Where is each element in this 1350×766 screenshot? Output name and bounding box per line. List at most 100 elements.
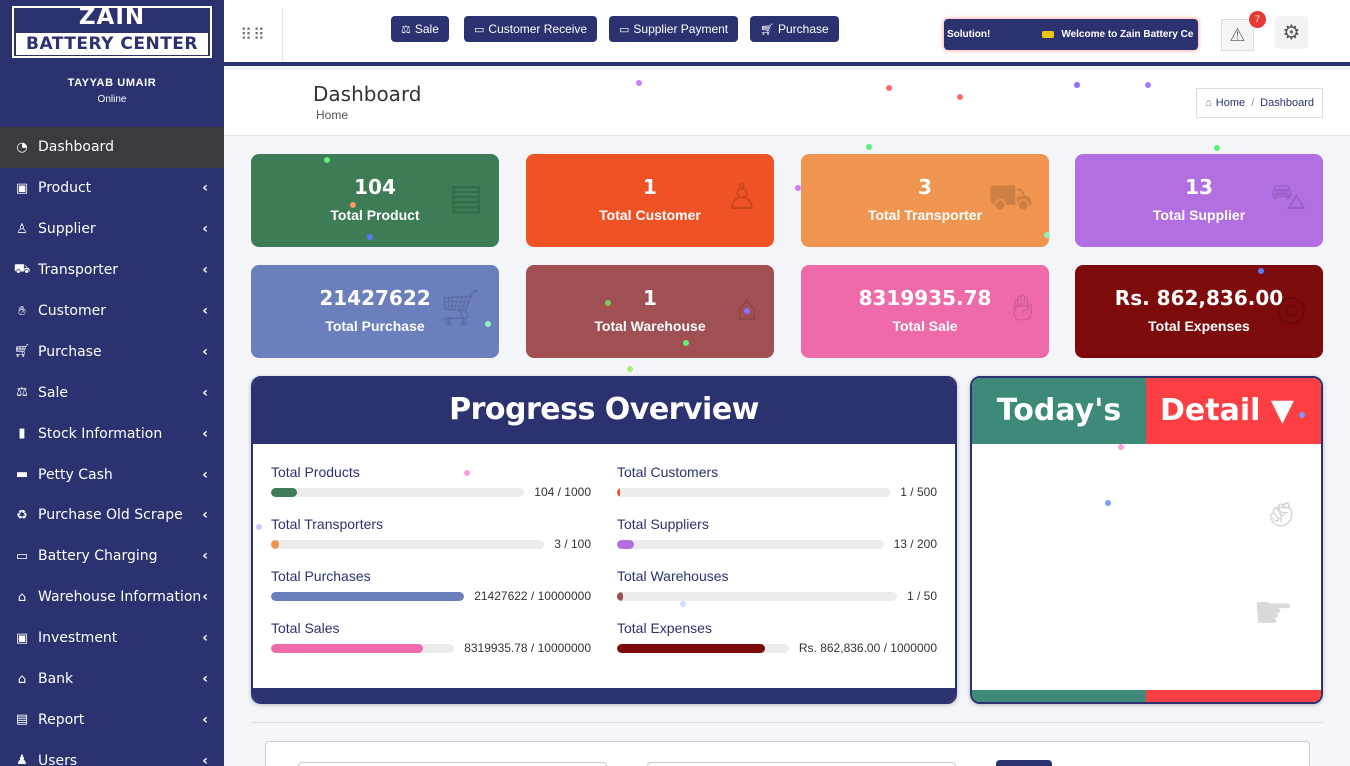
breadcrumb-home[interactable]: Home	[1215, 97, 1246, 109]
total-warehouse-value: 1	[643, 286, 657, 310]
progress-fill	[271, 539, 280, 549]
sidebar-item-stock-information[interactable]: ▮ Stock Information ‹	[0, 413, 224, 454]
warehouse-icon: ⌂	[17, 589, 27, 605]
user-status: Online	[97, 94, 127, 105]
detail-title[interactable]: Detail ▼	[1146, 378, 1321, 444]
progress-track	[617, 591, 897, 601]
payments-today-label: Total Payments Today	[1073, 614, 1221, 630]
sidebar-item-bank[interactable]: ⌂ Bank ‹	[0, 659, 224, 700]
total-suppliers-progress: Total Suppliers 13 / 200	[617, 516, 937, 551]
total-customers-progress: Total Customers 1 / 500	[617, 464, 937, 499]
money-icon: ▣	[15, 630, 29, 646]
received-today-card[interactable]: 0 Total Received Today ✊︎	[986, 461, 1308, 554]
confetti-dot	[1299, 412, 1305, 418]
confetti-dot	[1145, 82, 1151, 88]
brand-line-2: BATTERY CENTER	[16, 33, 208, 55]
total-sale-label: Total Sale	[892, 318, 958, 334]
sidebar-item-report[interactable]: ▤ Report ‹	[0, 699, 224, 740]
sidebar-item-battery-charging[interactable]: ▭ Battery Charging ‹	[0, 536, 224, 577]
confetti-dot	[627, 366, 633, 372]
warning-icon[interactable]: ⚠	[1221, 19, 1254, 51]
progress-overview-title: Progress Overview	[253, 378, 955, 444]
chevron-left-icon: ‹	[202, 671, 208, 688]
sidebar-item-warehouse-information[interactable]: ⌂ Warehouse Information ‹	[0, 577, 224, 618]
quick-supplier-payment-button[interactable]: ▭ Supplier Payment	[609, 16, 739, 42]
progress-track	[617, 643, 789, 653]
archive-icon: ▤	[448, 176, 483, 217]
sidebar-item-label: Users	[38, 752, 78, 766]
total-warehouse-card[interactable]: ⌂ 1 Total Warehouse	[526, 265, 774, 358]
total-warehouses-progress: Total Warehouses 1 / 50	[617, 568, 937, 603]
sidebar-item-label: Transporter	[38, 262, 119, 279]
total-transporters-progress-text: 3 / 100	[554, 537, 591, 551]
total-warehouse-label: Total Warehouse	[594, 318, 706, 334]
sidebar-item-product[interactable]: ▣ Product ‹	[0, 168, 224, 209]
sidebar-item-purchase-old-scrape[interactable]: ♻ Purchase Old Scrape ‹	[0, 495, 224, 536]
sidebar-item-sale[interactable]: ⚖ Sale ‹	[0, 372, 224, 413]
coins-icon: ◎	[1275, 287, 1307, 328]
progress-track	[271, 591, 465, 601]
gear-icon[interactable]: ⚙	[1275, 16, 1308, 49]
sidebar-item-label: Purchase Old Scrape	[38, 507, 183, 524]
sidebar-item-users[interactable]: ♟ Users ‹	[0, 740, 224, 766]
quick-sale-button[interactable]: ⚖ Sale	[391, 16, 449, 42]
confetti-dot	[367, 234, 373, 240]
total-sales-progress-label: Total Sales	[271, 620, 340, 636]
confetti-dot	[680, 601, 686, 607]
total-purchase-card[interactable]: 🛒︎ 21427622 Total Purchase	[251, 265, 499, 358]
total-product-value: 104	[354, 175, 396, 199]
total-transporters-progress: Total Transporters 3 / 100	[271, 516, 591, 551]
hand-icon: ☛	[1252, 586, 1294, 638]
total-transporter-label: Total Transporter	[867, 207, 983, 223]
total-expenses-card[interactable]: ◎ Rs. 862,836.00 Total Expenses	[1075, 265, 1323, 358]
sidebar-item-label: Report	[38, 711, 85, 728]
card-icon: ▬	[15, 467, 29, 483]
apps-grid-icon[interactable]: ⠿⠿	[224, 8, 283, 62]
coin-icon	[1042, 31, 1055, 38]
total-expenses-label: Total Expenses	[1148, 318, 1250, 334]
chevron-left-icon: ‹	[202, 425, 208, 442]
sidebar-item-transporter[interactable]: ⛟ Transporter ‹	[0, 250, 224, 291]
confetti-dot	[1118, 444, 1124, 450]
total-supplier-card[interactable]: ⛍ 13 Total Supplier	[1075, 154, 1323, 247]
chevron-left-icon: ‹	[202, 752, 208, 766]
confetti-dot	[256, 524, 262, 530]
page-header: Dashboard Home ⌂ Home / Dashboard	[224, 70, 1350, 136]
sidebar-item-label: Investment	[38, 630, 118, 647]
total-transporter-value: 3	[918, 175, 932, 199]
progress-overview-panel: Progress Overview Total Products 104 / 10…	[251, 376, 957, 704]
progress-fill	[271, 643, 424, 653]
confetti-dot	[1258, 268, 1264, 274]
payments-today-card[interactable]: 0 Total Payments Today ☛	[986, 563, 1308, 656]
bottom-input-2[interactable]	[647, 762, 956, 766]
sidebar: ZAIN BATTERY CENTER TAYYAB UMAIR Online …	[0, 0, 224, 766]
sidebar-item-purchase[interactable]: 🛒︎ Purchase ‹	[0, 331, 224, 372]
truck-icon: ⛟	[987, 176, 1033, 217]
sidebar-item-dashboard[interactable]: ◔ Dashboard	[0, 127, 224, 168]
sidebar-item-petty-cash[interactable]: ▬ Petty Cash ‹	[0, 454, 224, 495]
confetti-dot	[324, 157, 330, 163]
bottom-submit-button[interactable]	[996, 760, 1052, 766]
bottom-input-1[interactable]	[298, 762, 607, 766]
total-product-card[interactable]: ▤ 104 Total Product	[251, 154, 499, 247]
total-transporter-card[interactable]: ⛟ 3 Total Transporter	[801, 154, 1049, 247]
handshake-icon: ✋︎	[1012, 287, 1033, 328]
page-subtitle: Home	[316, 108, 349, 122]
quick-customer-receive-button[interactable]: ▭ Customer Receive	[464, 16, 598, 42]
total-supplier-label: Total Supplier	[1152, 207, 1246, 223]
sidebar-item-customer[interactable]: ✋︎ Customer ‹	[0, 291, 224, 332]
total-customer-card[interactable]: ♙ 1 Total Customer	[526, 154, 774, 247]
money-icon: ▭	[474, 23, 485, 36]
quick-customer-receive-label: Customer Receive	[488, 22, 588, 36]
total-sale-card[interactable]: ✋︎ 8319935.78 Total Sale	[801, 265, 1049, 358]
confetti-dot	[1044, 232, 1050, 238]
users-icon: ♟	[16, 753, 28, 766]
sidebar-item-label: Customer	[38, 303, 107, 319]
progress-fill	[271, 591, 465, 601]
quick-purchase-button[interactable]: 🛒︎ Purchase	[750, 16, 839, 42]
brand-logo[interactable]: ZAIN BATTERY CENTER	[12, 6, 212, 58]
progress-fill	[617, 591, 623, 601]
sidebar-item-investment[interactable]: ▣ Investment ‹	[0, 618, 224, 659]
confetti-dot	[683, 340, 689, 346]
sidebar-item-supplier[interactable]: ♙ Supplier ‹	[0, 209, 224, 250]
